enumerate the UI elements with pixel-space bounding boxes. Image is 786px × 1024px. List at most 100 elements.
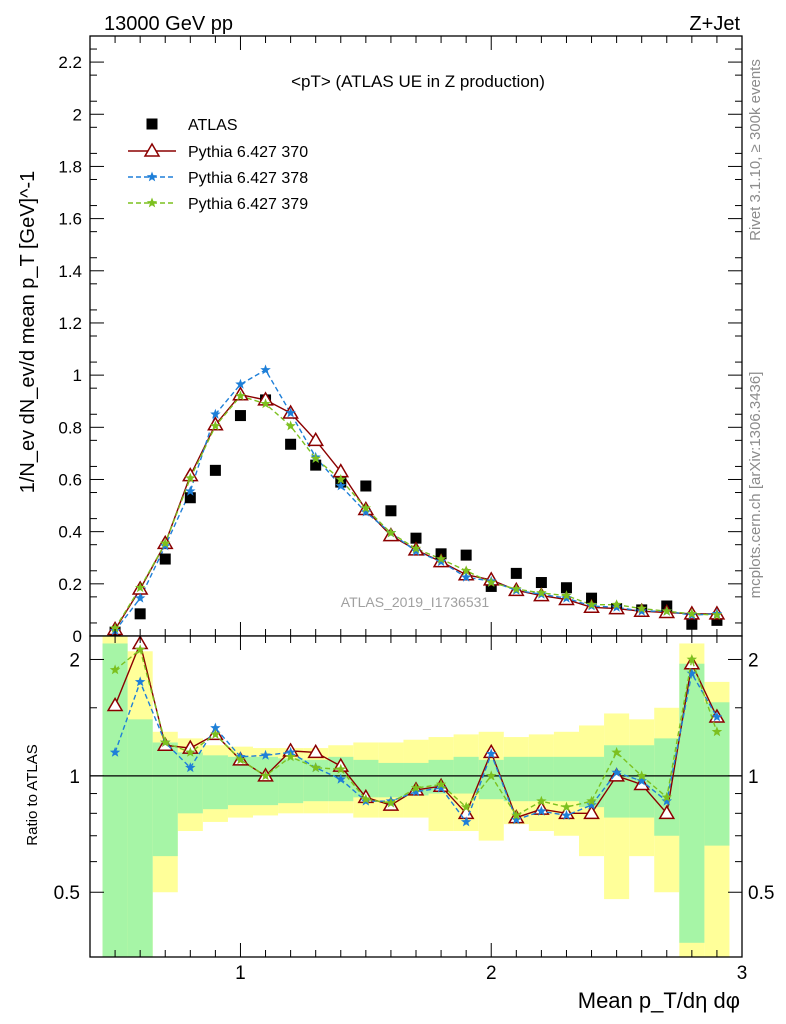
y-tick-label: 1.4 (58, 262, 82, 281)
data-point (586, 599, 597, 610)
ratio-point (360, 793, 372, 804)
ratio-point (658, 804, 676, 820)
data-point (260, 364, 271, 375)
y-tick-label: 0.4 (58, 523, 82, 542)
uncertainty-band-inner (503, 756, 529, 802)
data-point (486, 577, 497, 587)
uncertainty-band-inner (528, 756, 554, 802)
data-point (159, 553, 171, 565)
data-point (435, 553, 447, 564)
x-tick-label: 2 (486, 963, 497, 984)
ratio-point (307, 743, 324, 759)
legend-entry: Pythia 6.427 379 (128, 196, 308, 213)
data-point (661, 605, 672, 616)
legend-label: Pythia 6.427 370 (188, 144, 308, 161)
x-axis-label: Mean p_T/dη dφ (578, 988, 740, 1013)
uncertainty-band-inner (553, 756, 579, 802)
uncertainty-band-inner (177, 752, 203, 814)
ratio-point (636, 775, 647, 786)
uncertainty-band-inner (202, 755, 228, 810)
ratio-point (385, 797, 397, 808)
ratio-point (106, 697, 124, 712)
ratio-point (536, 805, 547, 816)
data-point (510, 567, 522, 579)
legend: ATLAS Pythia 6.427 370 Pythia 6.427 378 Pyt… (128, 117, 308, 213)
data-point (360, 506, 372, 517)
ratio-y-tick-label-right: 0.5 (748, 883, 774, 904)
y-tick-label: 0.2 (58, 575, 82, 594)
legend-marker (143, 142, 161, 157)
main-panel: 0 0.2 0.4 0.6 0.8 1 1.2 1.4 1.6 1.8 2 2.2 <pT> (ATL… (17, 35, 743, 646)
data-point (511, 583, 522, 594)
series-markers-3 (109, 390, 723, 633)
chart-title: <pT> (ATLAS UE in Z production) (291, 72, 545, 91)
y-tick-label: 0.6 (58, 470, 82, 489)
ratio-plot-area: 0.5 0.5 1 1 2 2 1 2 3 (54, 634, 774, 984)
data-point (586, 592, 598, 604)
data-point (560, 582, 572, 594)
x-tick-label: 1 (235, 963, 246, 984)
legend-marker (146, 171, 158, 182)
ratio-point (410, 782, 422, 793)
ratio-point (661, 795, 672, 806)
ratio-point (335, 763, 346, 774)
ratio-point (486, 770, 497, 781)
ratio-y-axis-label: Ratio to ATLAS (24, 744, 41, 845)
y-tick-label: 1.2 (58, 314, 82, 333)
ratio-point (310, 762, 321, 773)
ratio-point (583, 804, 600, 820)
x-tick-label: 3 (737, 963, 748, 984)
legend-marker (146, 118, 158, 130)
y-tick-label: 1 (73, 366, 82, 385)
ratio-point (561, 801, 572, 812)
ratio-point (561, 809, 572, 820)
data-point (109, 622, 121, 633)
data-point (460, 571, 472, 582)
ratio-point (285, 751, 296, 762)
y-tick-label: 2.2 (58, 53, 82, 72)
ratio-point (410, 786, 422, 797)
ratio-point (686, 668, 698, 678)
data-point (234, 410, 246, 422)
process-label: Z+Jet (689, 13, 740, 35)
y-tick-label: 0.8 (58, 418, 82, 437)
data-point (335, 474, 346, 484)
legend-label: Pythia 6.427 378 (188, 170, 308, 187)
data-point (360, 502, 372, 513)
data-point (460, 549, 472, 561)
ratio-point (335, 773, 346, 784)
ratio-point (134, 644, 146, 655)
data-point (260, 398, 271, 409)
data-point (285, 407, 296, 418)
ratio-point (486, 748, 497, 759)
ratio-point (633, 775, 650, 791)
ratio-y-tick-label: 2 (69, 650, 80, 671)
legend-label: Pythia 6.427 379 (188, 196, 308, 213)
ratio-point (435, 782, 447, 793)
ratio-point (460, 801, 472, 812)
data-point (134, 592, 146, 603)
uncertainty-band-inner (478, 759, 504, 800)
data-point (536, 587, 547, 598)
data-point (285, 420, 296, 431)
data-point (410, 532, 422, 544)
data-point (209, 464, 221, 476)
ratio-point (185, 762, 196, 773)
ratio-point (185, 746, 196, 757)
mcplots-note: mcplots.cern.ch [arXiv:1306.3436] (747, 372, 764, 599)
legend-entry: Pythia 6.427 370 (128, 142, 308, 161)
y-tick-label: 2 (73, 105, 82, 124)
ratio-y-tick-label-right: 2 (748, 650, 759, 671)
uncertainty-band-inner (378, 762, 404, 798)
uncertainty-band-inner (654, 738, 680, 836)
uncertainty-band-inner (453, 756, 479, 794)
ratio-y-tick-label: 0.5 (54, 883, 80, 904)
data-point (535, 577, 547, 589)
ratio-y-tick-label: 1 (69, 767, 80, 788)
data-point (185, 485, 196, 496)
data-point (307, 431, 324, 447)
data-point (385, 527, 397, 538)
data-point (561, 590, 572, 600)
data-point (711, 614, 723, 626)
y-tick-label: 1.8 (58, 157, 82, 176)
